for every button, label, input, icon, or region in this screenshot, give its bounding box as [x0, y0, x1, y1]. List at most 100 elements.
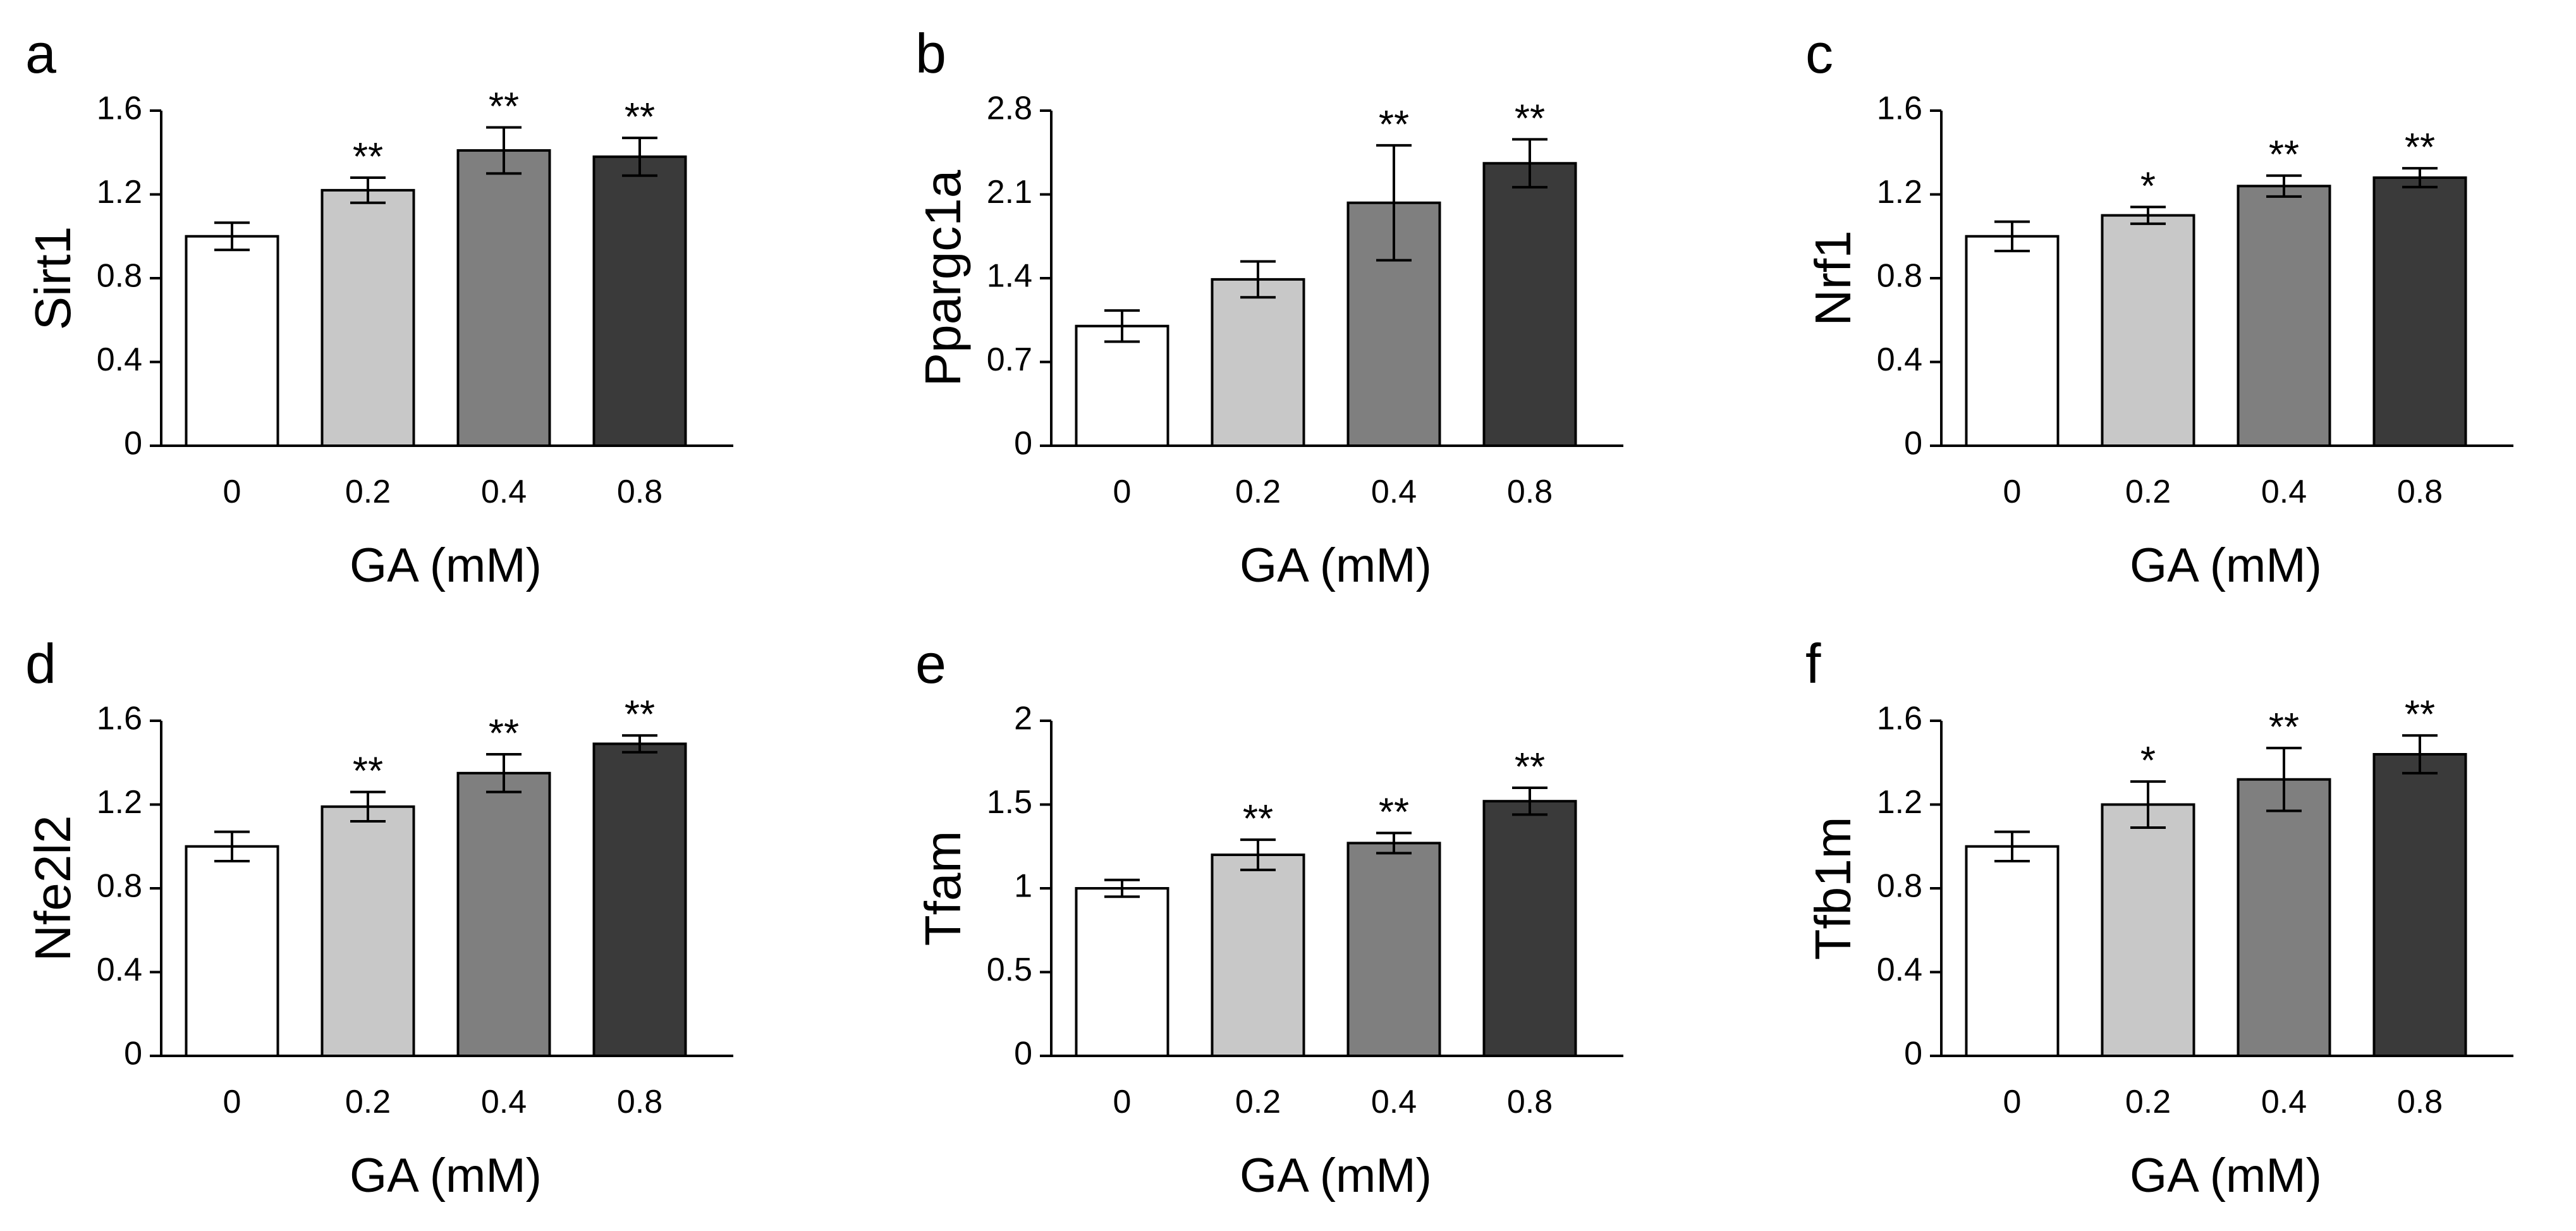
y-tick-label: 1.2: [1877, 784, 1922, 821]
x-axis-label: GA (mM): [1240, 539, 1432, 592]
x-axis-label: GA (mM): [350, 1149, 542, 1203]
x-tick-label: 0: [223, 474, 241, 510]
x-tick-label: 0: [2003, 474, 2022, 510]
chart-panel-d: d Nfe2l2 0 0.4 0.8 1.2 1.6 0 ** 0.2 ** 0.4 ** 0.8 GA (…: [25, 632, 733, 1203]
significance-mark: **: [353, 135, 383, 179]
x-tick-label: 0.8: [1507, 1084, 1553, 1120]
significance-mark: **: [489, 712, 519, 756]
chart-panel-a: a Sirt1 0 0.4 0.8 1.2 1.6 0 ** 0.2 ** 0.4 ** 0.8 GA (m…: [25, 22, 733, 592]
bar: [2237, 185, 2331, 447]
y-tick-label: 0.4: [1877, 952, 1922, 988]
x-tick-label: 0.8: [617, 474, 662, 510]
x-tick-label: 0.2: [2125, 1084, 2171, 1120]
bar: [320, 188, 415, 447]
chart-panel-e: e Tfam 0 0.5 1 1.5 2 0 ** 0.2 ** 0.4 ** 0.8 GA (mM): [915, 632, 1623, 1203]
significance-mark: **: [625, 95, 655, 139]
bar: [592, 742, 687, 1057]
significance-mark: **: [1379, 791, 1409, 835]
bar: [2101, 214, 2195, 447]
panel-label: f: [1805, 632, 1821, 695]
y-tick-label: 0: [124, 426, 142, 462]
x-tick-label: 0: [1113, 1084, 1132, 1120]
bar: [592, 155, 687, 447]
bar: [1211, 854, 1305, 1057]
x-tick-label: 0.2: [345, 1084, 391, 1120]
bar: [320, 805, 415, 1057]
y-axis-label: Tfam: [915, 831, 971, 946]
y-axis-label: Sirt1: [25, 226, 81, 331]
bar: [1346, 842, 1441, 1057]
y-tick-label: 2.1: [987, 174, 1032, 211]
x-tick-label: 0.8: [2397, 1084, 2443, 1120]
significance-mark: **: [353, 750, 383, 793]
significance-mark: **: [2269, 706, 2299, 749]
y-tick-label: 2.8: [987, 90, 1032, 127]
x-tick-label: 0.4: [1371, 1084, 1417, 1120]
y-tick-label: 1.2: [1877, 174, 1922, 211]
bar: [2237, 778, 2331, 1057]
x-axis-label: GA (mM): [2130, 1149, 2322, 1203]
y-tick-label: 1.6: [97, 90, 142, 127]
x-tick-label: 0.4: [481, 1084, 527, 1120]
y-tick-label: 1.6: [1877, 701, 1922, 737]
y-tick-label: 0.8: [97, 258, 142, 295]
y-axis-label: Ppargc1a: [915, 169, 971, 386]
y-tick-label: 1.6: [1877, 90, 1922, 127]
significance-mark: *: [2140, 739, 2156, 783]
bar: [185, 845, 279, 1057]
y-tick-label: 0: [1014, 426, 1032, 462]
bar: [1211, 278, 1305, 447]
x-tick-label: 0.2: [2125, 474, 2171, 510]
y-tick-label: 1.5: [987, 784, 1032, 821]
significance-mark: **: [489, 85, 519, 129]
chart-panel-c: c Nrf1 0 0.4 0.8 1.2 1.6 0 * 0.2 ** 0.4 ** 0.8 GA (mM): [1805, 22, 2513, 592]
bar: [2101, 803, 2195, 1057]
bar: [2372, 176, 2467, 447]
panel-label: e: [915, 632, 946, 695]
significance-mark: **: [2405, 126, 2435, 169]
x-tick-label: 0.8: [1507, 474, 1553, 510]
panel-label: b: [915, 22, 946, 85]
x-tick-label: 0: [2003, 1084, 2022, 1120]
significance-mark: **: [1243, 797, 1273, 841]
x-tick-label: 0.2: [1235, 474, 1281, 510]
bar: [456, 149, 551, 447]
significance-mark: **: [2269, 133, 2299, 177]
y-tick-label: 1.2: [97, 174, 142, 211]
x-tick-label: 0.4: [481, 474, 527, 510]
y-tick-label: 0.8: [1877, 868, 1922, 905]
significance-mark: **: [1379, 103, 1409, 147]
x-axis-label: GA (mM): [350, 539, 542, 592]
y-tick-label: 0.4: [97, 952, 142, 988]
y-tick-label: 0.8: [97, 868, 142, 905]
x-tick-label: 0.8: [617, 1084, 662, 1120]
bar: [1482, 162, 1577, 447]
x-tick-label: 0.2: [345, 474, 391, 510]
y-tick-label: 0: [1904, 426, 1922, 462]
y-tick-label: 0: [1904, 1036, 1922, 1072]
x-tick-label: 0: [223, 1084, 241, 1120]
panel-label: d: [25, 632, 56, 695]
panel-label: c: [1805, 22, 1833, 85]
x-tick-label: 0.4: [2261, 1084, 2307, 1120]
bar: [185, 235, 279, 447]
bar: [1482, 800, 1577, 1057]
significance-mark: *: [2140, 164, 2156, 208]
x-tick-label: 0.8: [2397, 474, 2443, 510]
x-tick-label: 0.4: [1371, 474, 1417, 510]
x-tick-label: 0.4: [2261, 474, 2307, 510]
y-tick-label: 1: [1014, 868, 1032, 905]
y-axis-label: Nfe2l2: [25, 815, 81, 961]
y-tick-label: 1.2: [97, 784, 142, 821]
x-tick-label: 0.2: [1235, 1084, 1281, 1120]
y-tick-label: 0.5: [987, 952, 1032, 988]
bar: [1075, 887, 1169, 1057]
y-tick-label: 1.4: [987, 258, 1032, 295]
bar: [2372, 753, 2467, 1057]
bar: [1965, 845, 2060, 1057]
y-axis-label: Nrf1: [1805, 230, 1861, 326]
y-tick-label: 0: [1014, 1036, 1032, 1072]
chart-panel-b: b Ppargc1a 0 0.7 1.4 2.1 2.8 0 0.2 ** 0.4 ** 0.8 GA (…: [915, 22, 1623, 592]
chart-panel-f: f Tfb1m 0 0.4 0.8 1.2 1.6 0 * 0.2 ** 0.4 ** 0.8 GA (mM…: [1805, 632, 2513, 1203]
y-tick-label: 0.4: [97, 341, 142, 378]
